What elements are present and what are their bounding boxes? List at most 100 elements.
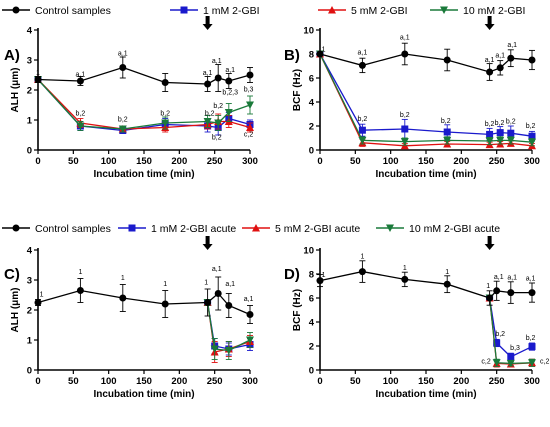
significance-label: b,2: [400, 112, 410, 119]
significance-label: b,2: [441, 118, 451, 125]
data-point: [119, 64, 127, 71]
significance-label: b,2: [506, 119, 516, 126]
significance-label: b,2: [495, 120, 505, 127]
data-point: [528, 343, 536, 351]
x-tick-label: 150: [136, 156, 152, 167]
x-axis-title: Incubation time (min): [375, 169, 476, 180]
significance-label: 1: [445, 269, 449, 276]
x-tick-label: 300: [242, 156, 258, 167]
y-tick-label: 10: [303, 26, 314, 37]
y-tick-label: 10: [303, 246, 314, 257]
significance-label: 1: [322, 272, 326, 279]
significance-label: a,1: [212, 58, 222, 65]
data-point: [486, 294, 494, 302]
significance-label: b,2: [118, 117, 128, 124]
arrow-down-icon: [487, 16, 492, 25]
y-tick-label: 0: [27, 366, 32, 377]
data-point: [119, 294, 127, 302]
x-tick-label: 300: [524, 376, 540, 387]
data-point: [506, 136, 515, 145]
significance-label: 1: [403, 265, 407, 272]
y-tick-label: 8: [309, 50, 314, 61]
significance-label: b,2: [495, 331, 505, 338]
data-point: [401, 275, 409, 283]
y-tick-label: 3: [27, 56, 32, 67]
data-point: [400, 138, 409, 146]
arrow-down-icon: [484, 24, 495, 30]
series: [316, 50, 536, 142]
x-tick-label: 0: [35, 376, 40, 387]
data-point: [316, 50, 324, 58]
data-point: [496, 64, 504, 72]
data-point: [225, 77, 233, 85]
x-tick-label: 50: [350, 156, 361, 167]
data-point: [492, 359, 501, 367]
x-tick-label: 250: [207, 376, 223, 387]
data-point: [203, 118, 212, 126]
series-line: [488, 297, 533, 358]
x-tick-label: 200: [171, 156, 187, 167]
data-point: [214, 119, 223, 127]
arrow-down-icon: [487, 236, 492, 245]
legend-item-1: 1 mM 2-GBI: [170, 5, 260, 17]
x-tick-label: 50: [68, 156, 79, 167]
data-point: [507, 129, 515, 137]
y-tick-label: 4: [309, 98, 315, 109]
significance-label: a,1: [212, 266, 222, 273]
legend-bottom: Control samples 1 mM 2-GBI acute 5 mM 2-…: [2, 223, 500, 235]
data-point: [506, 359, 515, 368]
data-point: [496, 136, 505, 145]
legend-label: 10 mM 2-GBI: [463, 5, 525, 17]
data-point: [358, 126, 366, 134]
legend-item-0: Control samples: [2, 223, 111, 235]
data-point: [161, 79, 169, 86]
significance-label: b,2: [485, 121, 495, 128]
data-point: [358, 136, 367, 145]
data-point: [204, 80, 212, 88]
data-point: [507, 353, 515, 361]
data-point: [76, 77, 84, 85]
legend-label: 5 mM 2-GBI acute: [275, 223, 360, 235]
significance-label: b,2: [526, 123, 536, 130]
legend-label: 5 mM 2-GBI: [351, 5, 408, 17]
significance-label: 1: [163, 281, 167, 288]
significance-label: 1: [204, 280, 208, 287]
data-point: [443, 280, 451, 288]
series: [34, 56, 254, 92]
data-point: [485, 137, 494, 145]
significance-label: b,3: [244, 87, 254, 94]
legend-top: Control samples 1 mM 2-GBI 5 mM 2-GBI 10…: [2, 5, 525, 17]
data-point: [34, 299, 42, 306]
data-point: [246, 71, 254, 79]
series: [316, 50, 536, 147]
significance-label: a,1: [225, 281, 235, 288]
panel-a: A) 0 1 2 3 4 0 50 100 150 200 250 300 Incubation time…: [4, 16, 258, 180]
significance-label: 1: [36, 70, 40, 77]
x-tick-label: 0: [317, 156, 322, 167]
significance-label: a,1: [118, 51, 128, 58]
significance-label: c,2: [481, 358, 490, 365]
x-tick-label: 0: [317, 376, 322, 387]
significance-label: a,1: [203, 70, 213, 77]
data-point: [528, 56, 536, 64]
significance-label: b,3: [510, 345, 520, 352]
x-tick-label: 300: [524, 156, 540, 167]
data-point: [246, 311, 254, 318]
legend-item-3: 10 mM 2-GBI acute: [376, 223, 500, 235]
panel-label: D): [284, 266, 300, 283]
arrow-down-icon: [484, 244, 495, 250]
x-axis-title: Incubation time (min): [375, 389, 476, 400]
legend-label: 10 mM 2-GBI acute: [409, 223, 500, 235]
y-axis-title: ALH (μm): [10, 288, 21, 333]
series-line: [37, 79, 251, 130]
legend-item-2: 5 mM 2-GBI: [318, 5, 408, 17]
data-point: [493, 339, 501, 347]
data-point: [76, 122, 85, 130]
significance-label: a,1: [526, 276, 536, 283]
significance-label: 1: [121, 275, 125, 282]
legend-label: Control samples: [35, 5, 111, 17]
significance-label: a,1: [76, 72, 86, 79]
panel-label: A): [4, 47, 20, 64]
legend-item-2: 5 mM 2-GBI acute: [242, 223, 360, 235]
